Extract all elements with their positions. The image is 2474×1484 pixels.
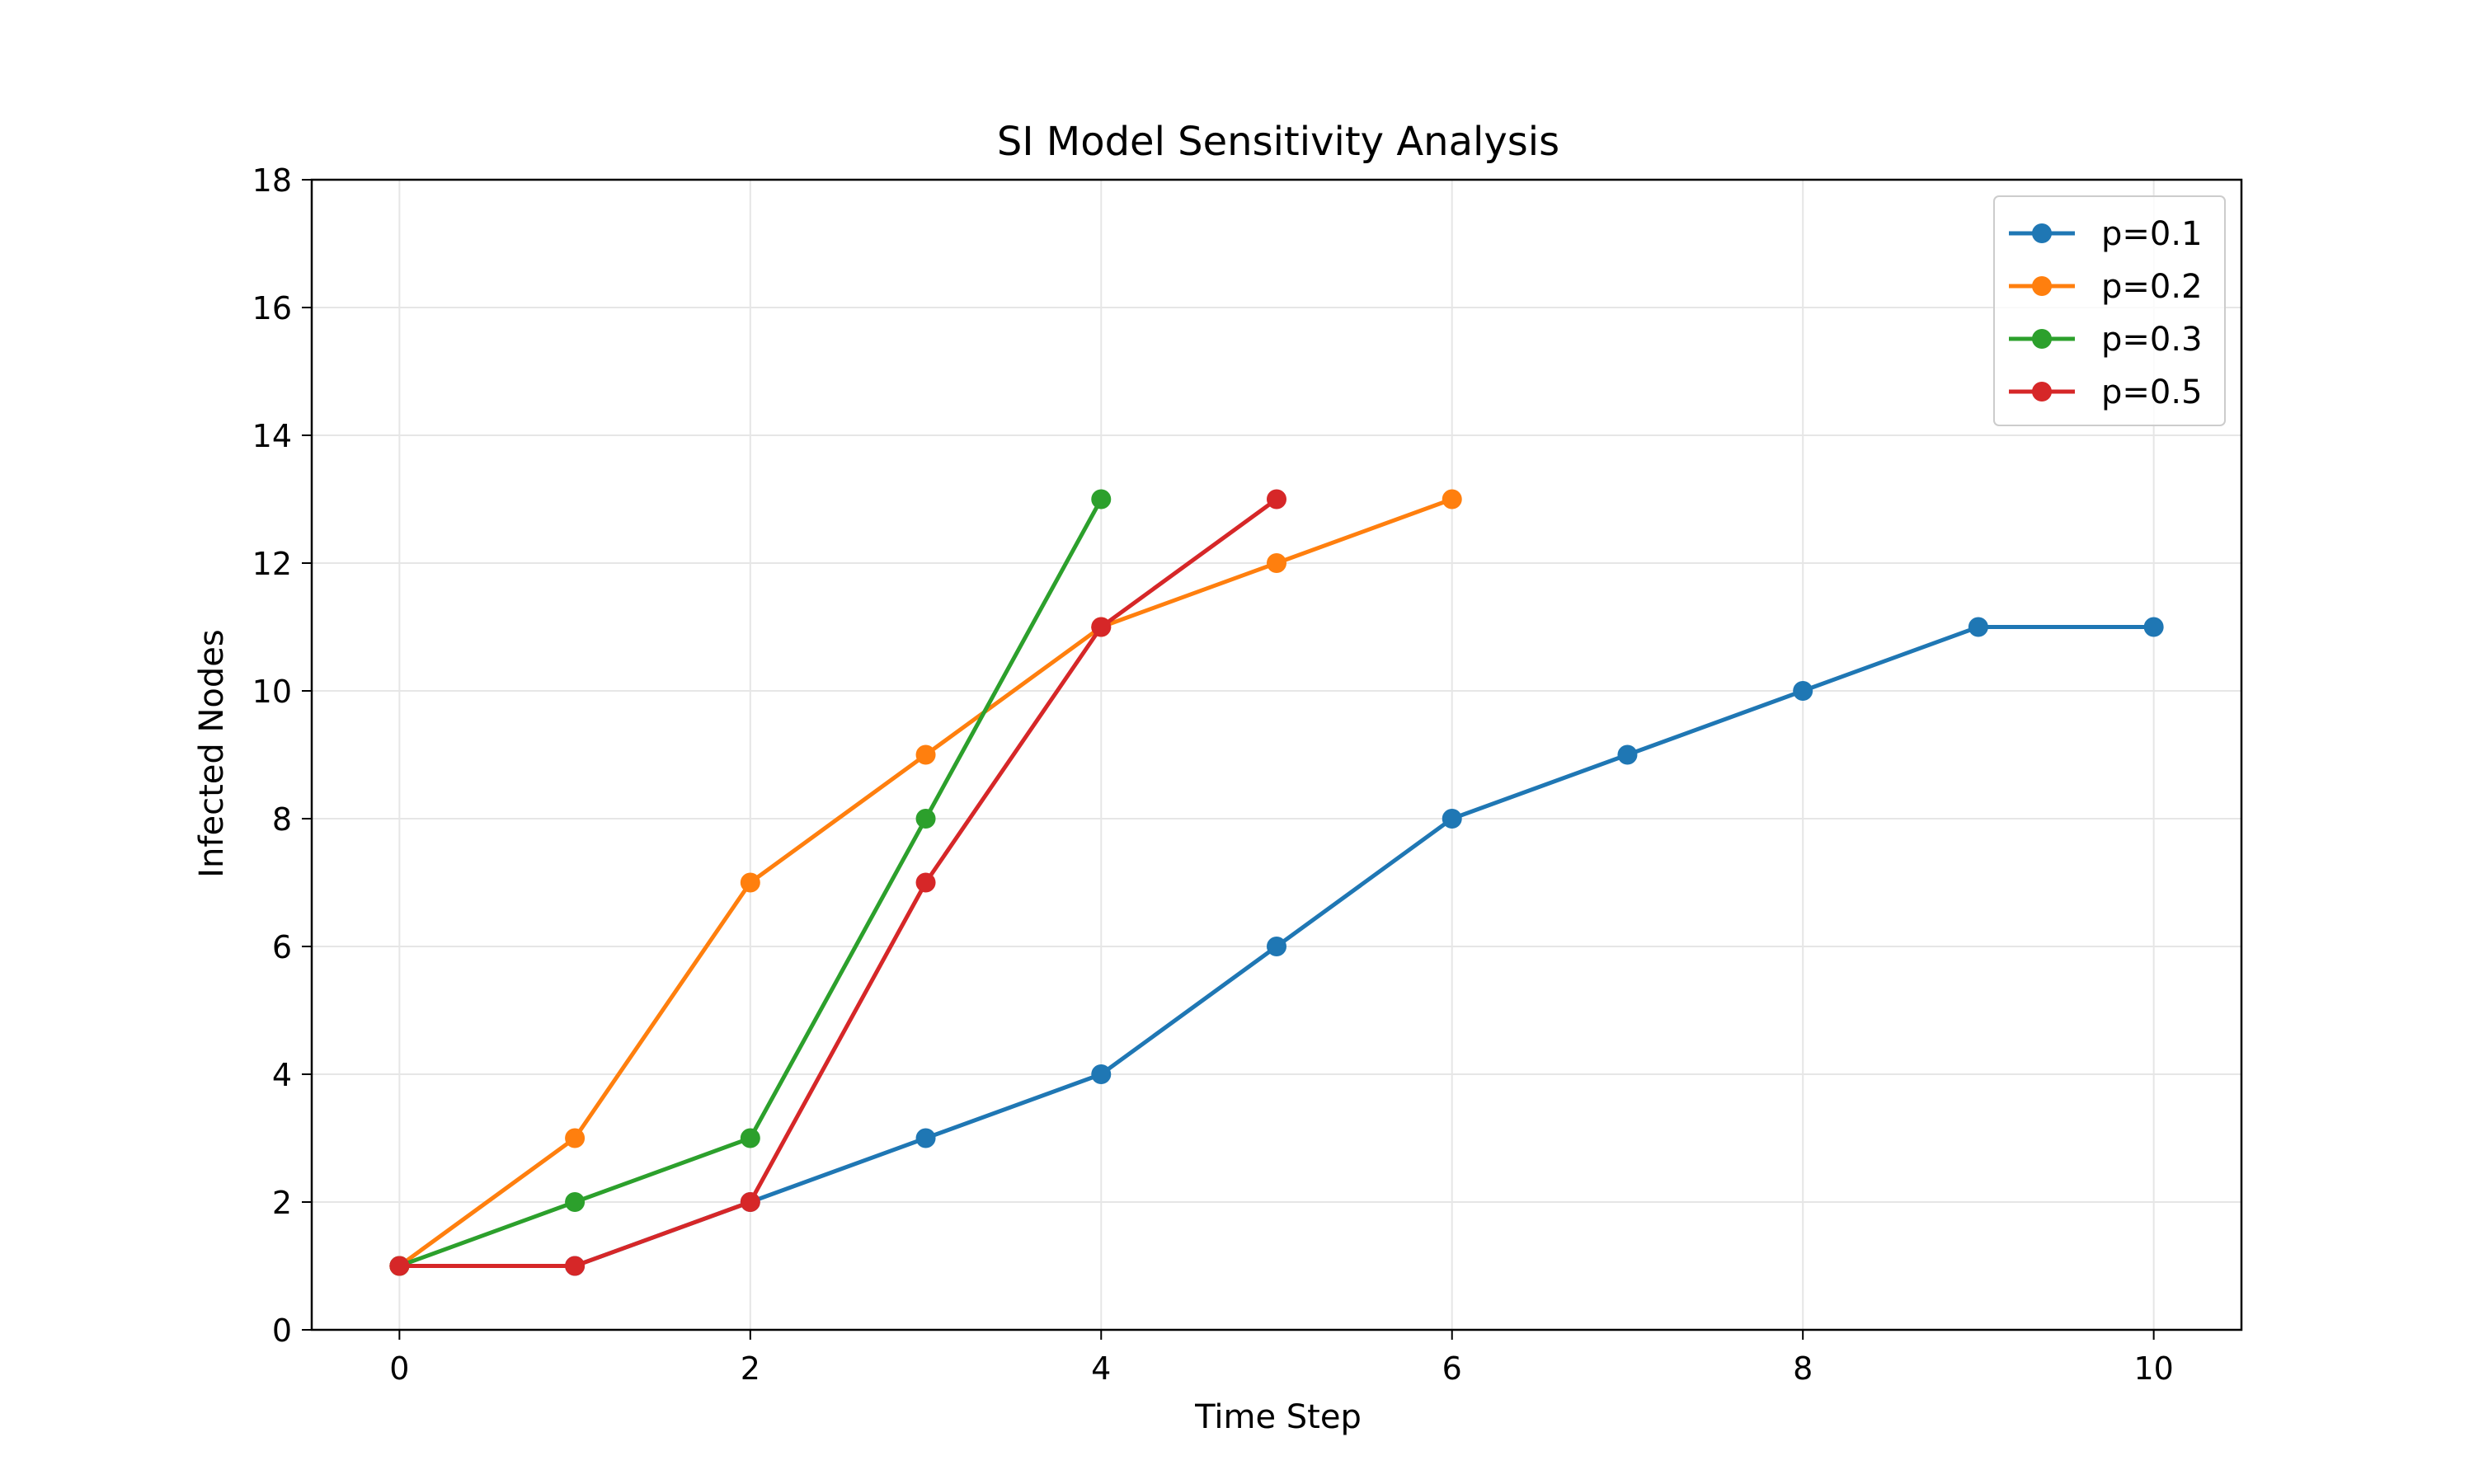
data-point [740, 1192, 760, 1212]
x-tick-label: 6 [1442, 1350, 1462, 1387]
chart-title: SI Model Sensitivity Analysis [997, 119, 1559, 165]
data-point [565, 1128, 586, 1148]
legend-box [1993, 195, 2226, 426]
data-point [1267, 489, 1286, 510]
legend-swatch-marker [2032, 382, 2052, 402]
data-point [915, 872, 936, 893]
legend-swatch-marker [2032, 223, 2052, 243]
y-tick-label: 4 [272, 1057, 292, 1093]
data-point [1091, 617, 1112, 637]
plot-frame [310, 178, 2243, 1331]
data-point [2143, 617, 2164, 637]
y-tick-label: 14 [252, 418, 292, 454]
legend-swatch-marker [2032, 276, 2052, 296]
y-tick-label: 18 [252, 162, 292, 199]
y-tick-label: 8 [272, 801, 292, 838]
x-tick-label: 4 [1091, 1350, 1111, 1387]
data-point [389, 1256, 410, 1276]
data-point [1442, 489, 1462, 510]
data-point [740, 1128, 760, 1148]
data-point [1968, 617, 1988, 637]
data-point [1617, 744, 1638, 765]
legend: p=0.1 p=0.2 p=0.3 p=0.5 [1993, 195, 2226, 426]
legend-swatch-marker [2032, 329, 2052, 349]
y-axis-label: Infected Nodes [193, 629, 231, 877]
series-p=0.5 [389, 489, 1286, 1276]
legend-label: p=0.1 [2101, 215, 2203, 253]
y-tick-label: 12 [252, 546, 292, 582]
series-line [397, 497, 1279, 1268]
axis-ticks: 0 2 4 6 8 10 0 2 4 6 8 10 12 14 16 18 [252, 162, 2174, 1387]
data-point [740, 872, 760, 893]
y-tick-label: 2 [272, 1185, 292, 1221]
x-tick-label: 2 [741, 1350, 760, 1387]
data-point [565, 1256, 586, 1276]
data-point [1091, 1064, 1112, 1084]
data-point [1267, 553, 1286, 573]
y-tick-label: 0 [272, 1313, 292, 1349]
data-point [565, 1192, 586, 1212]
y-tick-label: 16 [252, 290, 292, 326]
series-layer [389, 489, 2164, 1276]
x-tick-label: 0 [389, 1350, 409, 1387]
data-point [1267, 937, 1286, 956]
data-point [915, 744, 936, 765]
y-tick-label: 10 [252, 674, 292, 710]
x-tick-label: 10 [2133, 1350, 2173, 1387]
y-tick-label: 6 [272, 929, 292, 965]
legend-label: p=0.5 [2101, 373, 2203, 411]
x-axis-label: Time Step [1194, 1398, 1362, 1436]
data-point [1442, 809, 1462, 829]
x-tick-label: 8 [1793, 1350, 1813, 1387]
data-point [915, 809, 936, 829]
data-point [1793, 681, 1813, 701]
legend-label: p=0.3 [2101, 321, 2203, 359]
data-point [915, 1128, 936, 1148]
data-point [1091, 489, 1112, 510]
legend-label: p=0.2 [2101, 268, 2203, 306]
